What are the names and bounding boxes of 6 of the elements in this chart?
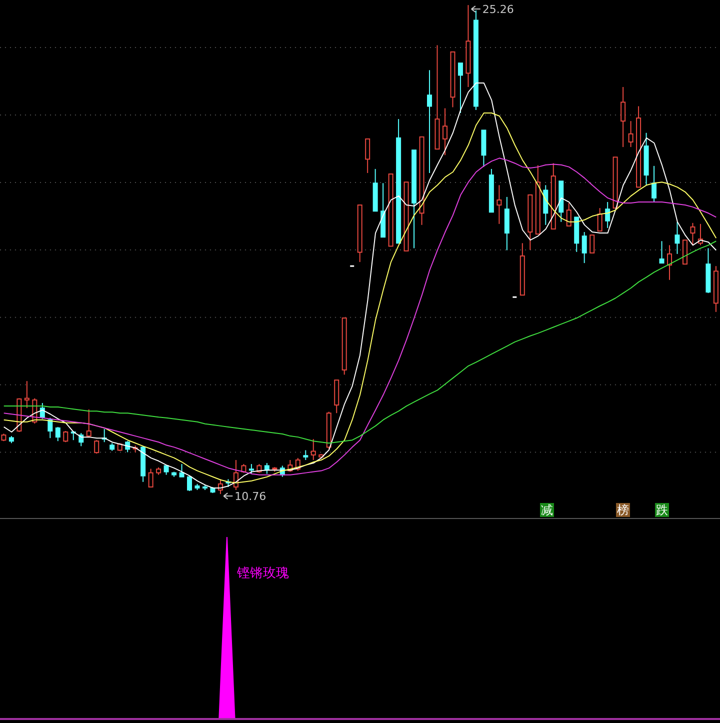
annotation: 跌 xyxy=(655,503,669,517)
annotation: 铿锵玫瑰 xyxy=(236,566,289,581)
annotation: 减 xyxy=(540,503,554,517)
annotation: 榜 xyxy=(616,503,630,517)
annotation: 25.26 xyxy=(482,3,514,16)
annotation: 10.76 xyxy=(234,490,266,504)
